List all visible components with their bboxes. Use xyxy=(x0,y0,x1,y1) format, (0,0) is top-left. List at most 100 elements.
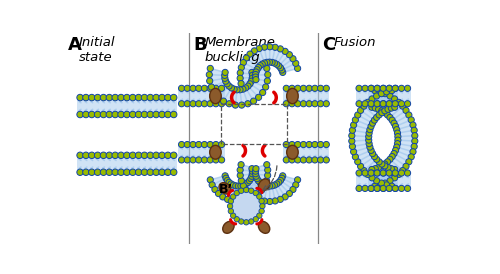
Circle shape xyxy=(277,196,283,202)
Circle shape xyxy=(226,179,232,185)
Ellipse shape xyxy=(210,145,221,159)
Circle shape xyxy=(374,170,380,176)
Circle shape xyxy=(410,122,416,128)
Circle shape xyxy=(350,149,356,155)
Circle shape xyxy=(323,85,330,92)
Polygon shape xyxy=(372,91,415,186)
Circle shape xyxy=(106,94,112,101)
Circle shape xyxy=(106,111,112,118)
Circle shape xyxy=(249,171,256,177)
Circle shape xyxy=(368,101,374,107)
Circle shape xyxy=(386,85,392,92)
Circle shape xyxy=(264,172,270,178)
Circle shape xyxy=(208,84,214,90)
Circle shape xyxy=(380,101,386,107)
Circle shape xyxy=(378,91,384,97)
Circle shape xyxy=(318,157,324,163)
Circle shape xyxy=(250,194,256,201)
Circle shape xyxy=(398,170,404,176)
Circle shape xyxy=(392,147,398,153)
Circle shape xyxy=(394,127,400,133)
Circle shape xyxy=(406,112,412,118)
Circle shape xyxy=(159,111,165,118)
Circle shape xyxy=(286,52,292,58)
Circle shape xyxy=(376,106,382,112)
Circle shape xyxy=(213,157,219,163)
Circle shape xyxy=(386,101,392,107)
Circle shape xyxy=(178,85,184,92)
Circle shape xyxy=(369,166,375,173)
Circle shape xyxy=(279,175,285,181)
Circle shape xyxy=(382,163,388,169)
Ellipse shape xyxy=(210,88,221,104)
Circle shape xyxy=(404,170,410,176)
Circle shape xyxy=(348,138,355,144)
Circle shape xyxy=(234,190,239,196)
Circle shape xyxy=(388,87,395,94)
Circle shape xyxy=(392,96,398,102)
Circle shape xyxy=(228,85,234,91)
Circle shape xyxy=(231,86,237,92)
Circle shape xyxy=(374,101,380,107)
Circle shape xyxy=(266,44,273,50)
Circle shape xyxy=(392,175,398,181)
Text: A: A xyxy=(68,36,82,54)
Circle shape xyxy=(159,94,165,101)
Circle shape xyxy=(223,175,229,181)
Circle shape xyxy=(266,198,273,205)
Text: Fusion: Fusion xyxy=(333,36,376,49)
Circle shape xyxy=(378,180,384,186)
Circle shape xyxy=(77,111,84,118)
Circle shape xyxy=(374,114,380,121)
Circle shape xyxy=(272,198,278,204)
Circle shape xyxy=(374,185,380,192)
Circle shape xyxy=(266,183,272,189)
Circle shape xyxy=(234,216,239,222)
Circle shape xyxy=(382,108,388,114)
Text: B: B xyxy=(193,36,206,54)
Circle shape xyxy=(240,86,246,92)
Circle shape xyxy=(77,94,84,101)
Circle shape xyxy=(350,143,356,150)
Circle shape xyxy=(207,177,214,183)
Circle shape xyxy=(366,137,372,143)
Polygon shape xyxy=(240,47,298,84)
Circle shape xyxy=(262,182,268,188)
Circle shape xyxy=(259,209,264,214)
Circle shape xyxy=(190,85,196,92)
Circle shape xyxy=(238,81,244,87)
Circle shape xyxy=(216,190,222,197)
Circle shape xyxy=(237,75,243,81)
Circle shape xyxy=(207,101,213,107)
Circle shape xyxy=(280,69,286,76)
Circle shape xyxy=(164,169,171,175)
Circle shape xyxy=(354,159,361,165)
Circle shape xyxy=(378,163,385,169)
Circle shape xyxy=(196,101,202,107)
Circle shape xyxy=(394,144,400,150)
Circle shape xyxy=(228,181,234,187)
Bar xyxy=(356,88,399,104)
Circle shape xyxy=(348,133,355,139)
Circle shape xyxy=(283,157,290,163)
Circle shape xyxy=(374,101,380,107)
Circle shape xyxy=(274,181,280,187)
Circle shape xyxy=(82,111,89,118)
Circle shape xyxy=(77,169,84,175)
Circle shape xyxy=(376,159,382,165)
Circle shape xyxy=(264,65,270,72)
Circle shape xyxy=(387,156,393,162)
Circle shape xyxy=(170,94,177,101)
Circle shape xyxy=(237,70,244,76)
Circle shape xyxy=(230,213,236,218)
Circle shape xyxy=(389,117,395,123)
Circle shape xyxy=(106,169,112,175)
Circle shape xyxy=(244,179,251,186)
Circle shape xyxy=(361,103,367,109)
Circle shape xyxy=(269,59,275,65)
Circle shape xyxy=(130,169,136,175)
Circle shape xyxy=(243,187,250,193)
Ellipse shape xyxy=(286,145,298,159)
Circle shape xyxy=(235,198,241,205)
Circle shape xyxy=(88,94,95,101)
